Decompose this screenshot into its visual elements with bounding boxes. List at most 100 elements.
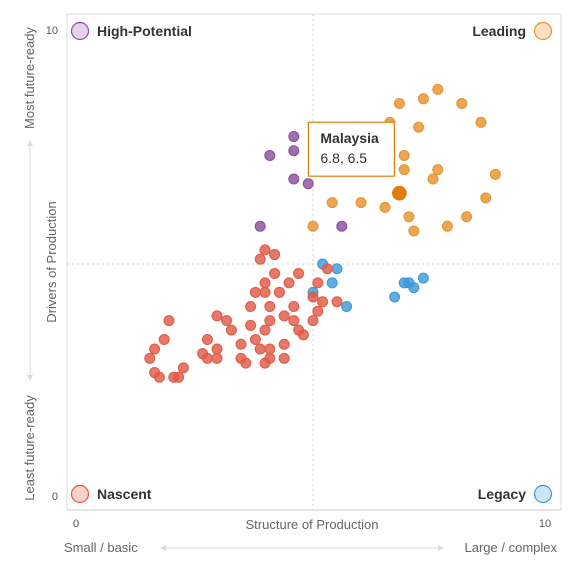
data-point-nascent[interactable] [331,296,343,308]
data-point-leading[interactable] [441,220,453,232]
data-point-nascent[interactable] [269,267,281,279]
data-point-leading[interactable] [379,201,391,213]
data-point-nascent[interactable] [235,338,247,350]
malaysia-point[interactable] [390,184,408,202]
tooltip-title: Malaysia [320,130,379,146]
y-high-label: Most future-ready [22,27,37,129]
data-point-high-potential[interactable] [302,178,314,190]
data-point-leading[interactable] [417,93,429,105]
data-point-nascent[interactable] [149,343,161,355]
data-point-nascent[interactable] [153,371,165,383]
y-axis-title: Drivers of Production [44,201,59,322]
data-point-nascent[interactable] [278,310,290,322]
quadrant-label-legacy: Legacy [478,486,526,502]
data-point-nascent[interactable] [278,338,290,350]
x-high-label: Large / complex [465,540,558,555]
x-tick-right: 10 [539,518,551,530]
data-point-nascent[interactable] [211,310,223,322]
data-point-leading[interactable] [408,225,420,237]
data-point-nascent[interactable] [221,315,233,327]
data-point-nascent[interactable] [201,334,213,346]
data-point-legacy[interactable] [403,277,415,289]
x-axis-title: Structure of Production [246,517,379,532]
data-point-high-potential[interactable] [288,131,300,143]
data-point-nascent[interactable] [264,315,276,327]
data-point-high-potential[interactable] [254,220,266,232]
data-point-nascent[interactable] [312,277,324,289]
data-point-nascent[interactable] [259,357,271,369]
data-point-nascent[interactable] [249,334,261,346]
data-point-legacy[interactable] [417,272,429,284]
data-point-nascent[interactable] [259,324,271,336]
data-point-leading[interactable] [489,168,501,180]
data-point-nascent[interactable] [259,286,271,298]
data-point-nascent[interactable] [278,352,290,364]
data-point-high-potential[interactable] [288,173,300,185]
data-point-leading[interactable] [432,83,444,95]
data-point-leading[interactable] [475,116,487,128]
data-point-nascent[interactable] [225,324,237,336]
data-point-nascent[interactable] [249,286,261,298]
data-point-leading[interactable] [326,197,338,209]
data-point-leading[interactable] [427,173,439,185]
x-low-label: Small / basic [64,540,138,555]
data-point-nascent[interactable] [245,300,257,312]
data-point-nascent[interactable] [264,343,276,355]
data-point-nascent[interactable] [240,357,252,369]
data-point-nascent[interactable] [201,352,213,364]
data-point-nascent[interactable] [273,286,285,298]
data-point-leading[interactable] [403,211,415,223]
data-point-nascent[interactable] [307,315,319,327]
data-point-nascent[interactable] [163,315,175,327]
data-point-legacy[interactable] [389,291,401,303]
data-point-nascent[interactable] [307,291,319,303]
data-point-nascent[interactable] [211,343,223,355]
data-point-leading[interactable] [480,192,492,204]
quadrant-label-leading: Leading [472,23,526,39]
data-point-nascent[interactable] [144,352,156,364]
data-point-nascent[interactable] [259,244,271,256]
data-point-nascent[interactable] [211,352,223,364]
data-point-nascent[interactable] [173,371,185,383]
data-point-leading[interactable] [398,149,410,161]
data-point-nascent[interactable] [293,267,305,279]
data-point-legacy[interactable] [326,277,338,289]
data-point-leading[interactable] [432,164,444,176]
data-point-leading[interactable] [456,98,468,110]
data-point-nascent[interactable] [283,277,295,289]
high-potential-marker [70,21,90,41]
y-low-label: Least future-ready [22,395,37,501]
tooltip-box [307,121,395,177]
data-point-high-potential[interactable] [288,145,300,157]
data-point-leading[interactable] [413,121,425,133]
data-point-nascent[interactable] [245,319,257,331]
y-tick-bottom: 0 [52,491,58,503]
data-point-nascent[interactable] [288,315,300,327]
data-point-nascent[interactable] [254,253,266,265]
data-point-nascent[interactable] [177,362,189,374]
data-point-leading[interactable] [398,164,410,176]
data-point-leading[interactable] [461,211,473,223]
data-point-legacy[interactable] [341,300,353,312]
data-point-nascent[interactable] [317,296,329,308]
data-point-nascent[interactable] [321,263,333,275]
data-point-leading[interactable] [307,220,319,232]
data-point-legacy[interactable] [331,263,343,275]
legacy-marker [533,484,553,504]
quadrant-label-high-potential: High-Potential [97,23,192,39]
data-point-high-potential[interactable] [336,220,348,232]
data-point-nascent[interactable] [158,334,170,346]
y-tick-top: 10 [46,25,58,37]
data-point-nascent[interactable] [264,300,276,312]
data-point-nascent[interactable] [312,305,324,317]
data-point-nascent[interactable] [297,329,309,341]
y-arrow-bottom-head [27,375,33,381]
data-point-nascent[interactable] [288,300,300,312]
data-point-nascent[interactable] [269,249,281,261]
data-point-nascent[interactable] [254,343,266,355]
y-arrow-top-head [27,140,33,146]
data-point-leading[interactable] [393,98,405,110]
data-point-nascent[interactable] [259,277,271,289]
data-point-high-potential[interactable] [264,149,276,161]
data-point-leading[interactable] [355,197,367,209]
